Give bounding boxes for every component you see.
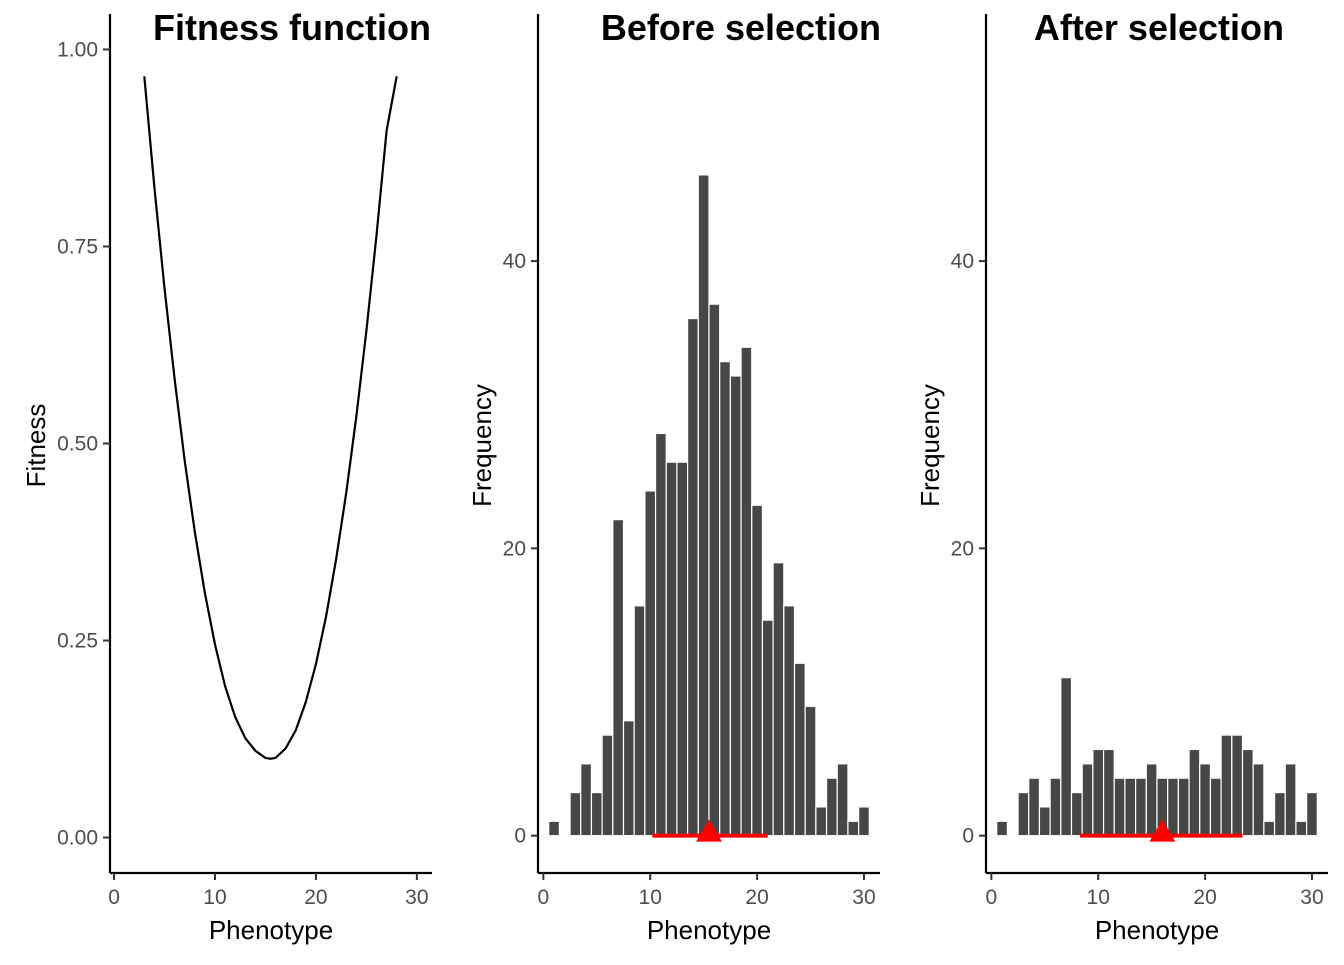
bar-19 [740, 346, 753, 837]
y-tick-label: 0.50 [57, 433, 98, 456]
bar-11 [1102, 748, 1115, 837]
bar-11 [654, 432, 667, 837]
x-tick-label: 30 [1300, 886, 1323, 909]
x-axis-title: Phenotype [1095, 915, 1219, 945]
bar-8 [1070, 791, 1083, 837]
bar-24 [1241, 748, 1254, 837]
bar-27 [1273, 791, 1286, 837]
x-tick-label: 30 [852, 886, 875, 909]
bar-26 [815, 806, 828, 837]
x-tick-label: 0 [986, 886, 998, 909]
bar-9 [633, 605, 646, 837]
bar-21 [761, 619, 774, 837]
y-tick-label: 40 [503, 250, 526, 273]
bar-10 [644, 490, 657, 837]
y-tick-label: 1.00 [57, 38, 98, 61]
bar-4 [580, 763, 593, 837]
x-tick-label: 0 [108, 886, 120, 909]
bar-15 [697, 174, 710, 837]
bar-14 [687, 317, 699, 837]
bar-5 [590, 791, 603, 837]
bar-10 [1092, 748, 1105, 837]
bar-7 [612, 519, 625, 837]
bar-1 [548, 820, 560, 837]
bar-8 [622, 720, 635, 837]
bar-27 [825, 777, 838, 837]
bar-30 [858, 806, 870, 837]
y-axis-title: Frequency [467, 384, 497, 507]
bar-16 [708, 303, 721, 837]
mean-marker [696, 819, 722, 842]
x-tick-label: 20 [745, 886, 768, 909]
bar-19 [1188, 748, 1201, 837]
x-tick-label: 0 [538, 886, 550, 909]
bar-23 [783, 605, 796, 837]
x-tick-label: 20 [304, 886, 327, 909]
bar-9 [1081, 763, 1094, 837]
x-tick-label: 10 [1087, 886, 1110, 909]
bar-29 [1295, 820, 1308, 837]
bar-1 [996, 820, 1008, 837]
bar-18 [729, 375, 742, 837]
x-tick-label: 10 [639, 886, 662, 909]
bar-28 [836, 763, 849, 837]
fitness-line [143, 76, 398, 760]
bar-25 [804, 705, 817, 837]
bar-13 [676, 461, 689, 837]
y-tick-label: 40 [951, 250, 974, 273]
chart-title: After selection [1034, 7, 1284, 48]
y-axis-title: Frequency [915, 384, 945, 507]
bar-21 [1209, 777, 1222, 837]
y-tick-label: 20 [951, 537, 974, 560]
bar-13 [1124, 777, 1137, 837]
y-tick-label: 0.00 [57, 827, 98, 850]
bar-20 [1199, 763, 1212, 837]
bars [996, 677, 1318, 837]
bar-26 [1263, 820, 1276, 837]
bar-18 [1177, 777, 1190, 837]
bar-15 [1145, 763, 1158, 837]
x-tick-label: 10 [203, 886, 226, 909]
bar-17 [1167, 777, 1179, 837]
mean-marker [1149, 819, 1176, 842]
bar-12 [1113, 777, 1126, 837]
y-tick-label: 0.75 [57, 235, 98, 258]
y-axis-title: Fitness [21, 404, 51, 488]
bar-6 [1049, 777, 1062, 837]
bar-7 [1060, 677, 1073, 837]
y-tick-label: 0.25 [57, 630, 98, 653]
bar-5 [1038, 806, 1051, 837]
bar-25 [1252, 763, 1265, 837]
chart-title: Fitness function [153, 7, 431, 48]
x-axis-title: Phenotype [209, 915, 333, 945]
bar-3 [569, 791, 582, 837]
x-tick-label: 30 [405, 886, 428, 909]
bar-3 [1017, 791, 1030, 837]
bar-22 [1220, 734, 1233, 837]
y-tick-label: 0 [514, 825, 526, 848]
bar-23 [1231, 734, 1244, 837]
bar-4 [1028, 777, 1041, 837]
bar-22 [772, 562, 785, 837]
bar-24 [793, 662, 806, 837]
panel-3: 0 10 20 30 0 20 40 After selection Phenotype Freq… [915, 7, 1328, 945]
bar-29 [847, 820, 860, 837]
panel-2: 0 10 20 30 0 20 40 Before selection Phenotype Fre… [467, 7, 881, 945]
bar-6 [601, 734, 614, 837]
bar-28 [1284, 763, 1297, 837]
y-tick-label: 0 [962, 825, 974, 848]
x-tick-label: 20 [1193, 886, 1216, 909]
bars [548, 174, 870, 837]
bar-20 [751, 504, 764, 837]
x-axis-title: Phenotype [647, 915, 771, 945]
panel-1: 0 10 20 30 0.00 0.25 0.50 0.75 1.00 Fitness funct… [21, 7, 432, 945]
bar-14 [1135, 777, 1147, 837]
bar-12 [665, 461, 678, 837]
y-tick-label: 20 [503, 537, 526, 560]
bar-17 [719, 361, 731, 837]
chart-title: Before selection [601, 7, 881, 48]
bar-30 [1306, 791, 1318, 837]
